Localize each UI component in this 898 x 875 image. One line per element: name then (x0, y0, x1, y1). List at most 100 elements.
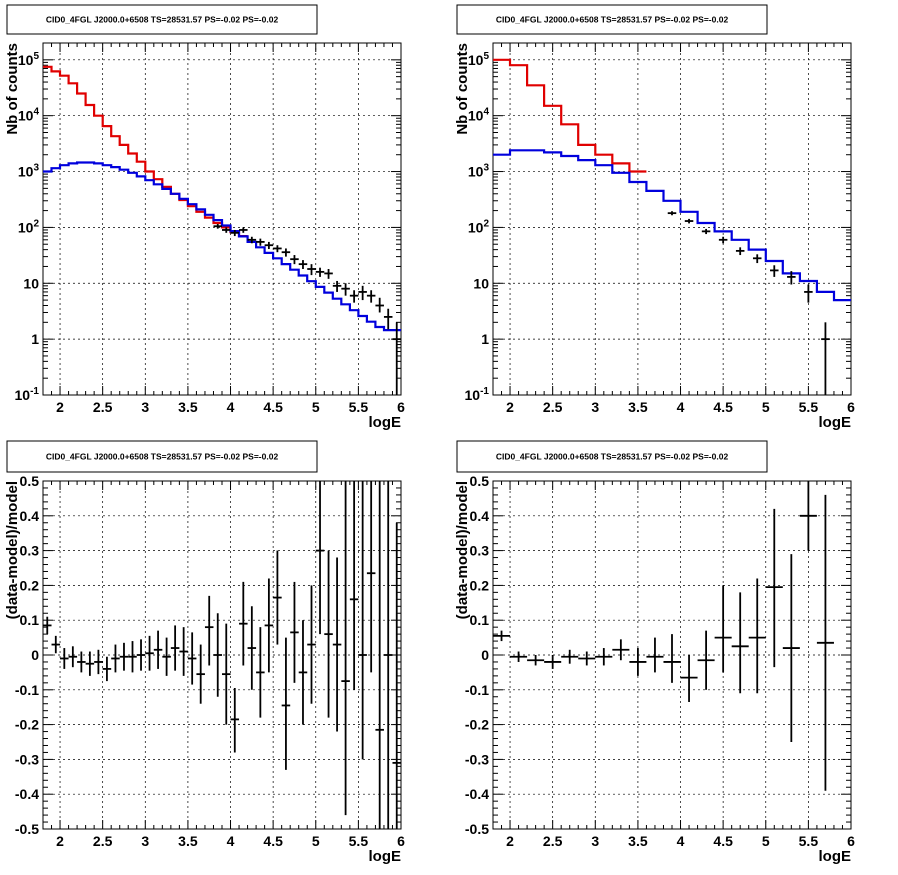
data-point (349, 481, 359, 690)
title-text: CID0_4FGL J2000.0+6508 TS=28531.57 PS=-0… (496, 452, 729, 462)
x-tick-label: 3.5 (628, 399, 648, 415)
y-tick-label: 0.5 (470, 473, 490, 489)
x-tick-label: 6 (397, 399, 405, 415)
data-point (392, 322, 401, 395)
data-point (366, 481, 376, 673)
x-tick-label: 2.5 (543, 399, 563, 415)
y-tick-label: 10-1 (465, 386, 490, 403)
data-point (341, 481, 350, 816)
y-tick-label: 0.2 (20, 577, 40, 593)
y-tick-label: 10 (473, 275, 489, 291)
data-point (85, 651, 95, 676)
y-tick-label: -0.4 (15, 786, 39, 802)
x-tick-label: 5 (312, 833, 320, 849)
x-tick-label: 4.5 (713, 833, 733, 849)
data-point (697, 630, 715, 690)
x-tick-label: 3 (141, 399, 149, 415)
data-point (179, 627, 188, 676)
y-axis-label: (data-model)/model (454, 481, 471, 619)
x-axis-label: logE (819, 848, 852, 865)
data-point (222, 623, 231, 725)
data-point (770, 265, 779, 277)
x-tick-label: 5.5 (799, 399, 819, 415)
data-point (281, 248, 291, 257)
data-point (213, 613, 222, 697)
y-tick-label: -0.1 (15, 682, 39, 698)
y-tick-label: 103 (468, 163, 490, 180)
data-point (680, 655, 698, 702)
x-tick-label: 2.5 (93, 399, 113, 415)
y-tick-label: 1 (31, 331, 39, 347)
title-box (6, 4, 318, 35)
y-tick-label: -0.5 (15, 821, 39, 837)
data-point (43, 616, 52, 635)
x-tick-label: 4 (677, 833, 685, 849)
data-point (804, 284, 813, 303)
x-tick-label: 4 (227, 399, 235, 415)
x-tick-label: 3 (591, 833, 599, 849)
data-point (162, 637, 171, 676)
x-tick-label: 4 (227, 833, 235, 849)
data-point (298, 260, 308, 270)
bottom-right-residual-panel: 2 2.5 3 3.5 4 4.5 5 5.5 6 -0.5 -0.4 -0.3 -0.2 -0.1 0 0.… (454, 440, 855, 865)
data-point (718, 236, 728, 244)
data-point (821, 322, 830, 395)
y-tick-label: -0.3 (15, 751, 39, 767)
data-point (290, 255, 299, 265)
data-point (256, 238, 265, 246)
data-point (714, 585, 732, 673)
y-tick-label: 0.4 (20, 508, 40, 524)
data-point (752, 254, 762, 264)
data-point (383, 308, 393, 330)
data-point (264, 241, 274, 250)
x-tick-label: 5.5 (799, 833, 819, 849)
x-tick-label: 2 (56, 833, 64, 849)
x-tick-label: 5 (762, 399, 770, 415)
data-point (307, 264, 316, 276)
top-left-counts-panel: 2 2.5 3 3.5 4 4.5 5 5.5 6 10-1 1 10 102 103 104 105 logE… (4, 4, 405, 431)
y-tick-label: -0.5 (465, 821, 489, 837)
data-point (383, 481, 393, 829)
data-point (170, 625, 180, 671)
data-point (307, 585, 316, 704)
x-tick-label: 5.5 (349, 399, 369, 415)
x-axis-label: logE (819, 414, 852, 431)
x-tick-label: 4 (677, 399, 685, 415)
data-point (136, 639, 146, 671)
y-tick-label: -0.2 (15, 717, 39, 733)
y-axis-label: Nb of counts (454, 43, 471, 135)
data-point (128, 641, 137, 673)
data-point (748, 578, 766, 694)
data-point (375, 297, 384, 313)
y-tick-label: 0.3 (20, 543, 40, 559)
title-box (6, 440, 318, 473)
x-tick-label: 2 (506, 833, 514, 849)
data-point (787, 271, 796, 285)
data-point (51, 635, 61, 654)
y-tick-label: 103 (18, 163, 40, 180)
data-point (145, 635, 154, 671)
data-point (239, 581, 248, 666)
data-point (60, 648, 69, 669)
data-point (256, 627, 265, 718)
y-tick-label: 1 (481, 331, 489, 347)
y-tick-label: 0.1 (20, 612, 40, 628)
data-point (358, 285, 367, 301)
data-point (684, 218, 694, 224)
y-tick-label: 0.5 (20, 473, 40, 489)
data-point (332, 280, 342, 292)
data-point (816, 494, 834, 791)
data-point (111, 644, 120, 673)
data-point (493, 630, 511, 642)
data-point (230, 229, 240, 237)
data-point (273, 245, 282, 253)
data-point (646, 637, 664, 673)
data-point (239, 227, 248, 233)
y-tick-label: 0.3 (470, 543, 490, 559)
x-tick-label: 2.5 (93, 833, 113, 849)
y-tick-label: 10-1 (15, 386, 40, 403)
title-text: CID0_4FGL J2000.0+6508 TS=28531.57 PS=-0… (46, 452, 279, 462)
data-point (222, 227, 231, 233)
